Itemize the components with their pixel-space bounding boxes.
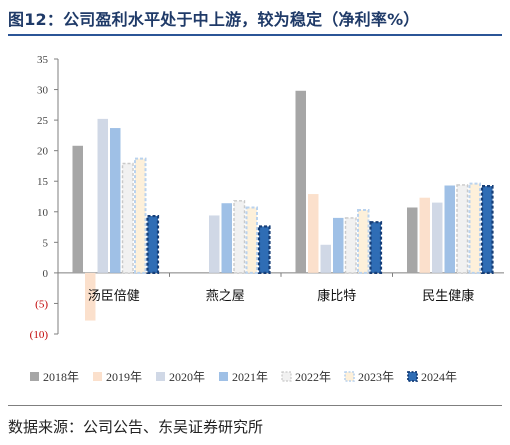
legend-swatch bbox=[156, 372, 165, 381]
legend-label: 2021年 bbox=[232, 370, 268, 384]
legend-label: 2023年 bbox=[358, 370, 394, 384]
bar-kangbite-2018 bbox=[295, 90, 306, 273]
bar-minsheng-2019 bbox=[419, 197, 430, 273]
bar-minsheng-2018 bbox=[407, 207, 418, 273]
legend-swatch bbox=[281, 371, 292, 382]
bar-tangchenbeijian-2022 bbox=[121, 162, 134, 274]
category-label: 燕之屋 bbox=[206, 289, 245, 304]
legend-label: 2018年 bbox=[43, 370, 79, 384]
bar-kangbite-2020 bbox=[320, 244, 331, 273]
legend-swatch bbox=[93, 372, 102, 381]
bar-kangbite-2024 bbox=[369, 221, 383, 274]
chart-title: 图12：公司盈利水平处于中上游，较为稳定（净利率%） bbox=[8, 10, 420, 29]
bar-yanzhiwu-2020 bbox=[209, 215, 220, 273]
legend-swatch bbox=[407, 371, 418, 382]
bar-kangbite-2022 bbox=[344, 217, 357, 274]
bar-tangchenbeijian-2019 bbox=[85, 272, 96, 321]
y-tick-label: 0 bbox=[43, 268, 49, 280]
y-tick-label: 35 bbox=[37, 54, 49, 66]
y-tick-label: 30 bbox=[37, 85, 49, 97]
legend-label: 2019年 bbox=[106, 370, 142, 384]
title-divider bbox=[8, 34, 502, 36]
y-tick-label: 10 bbox=[37, 207, 49, 219]
y-tick-label: 15 bbox=[37, 176, 49, 188]
bar-tangchenbeijian-2021 bbox=[110, 128, 121, 273]
bar-yanzhiwu-2023 bbox=[245, 206, 258, 274]
y-tick-label: 25 bbox=[37, 115, 49, 127]
legend-label: 2022年 bbox=[295, 370, 331, 384]
y-tick-label: (10) bbox=[30, 329, 49, 341]
bar-tangchenbeijian-2020 bbox=[97, 118, 108, 273]
bar-kangbite-2019 bbox=[308, 194, 319, 273]
bar-yanzhiwu-2022 bbox=[233, 200, 246, 274]
bar-minsheng-2022 bbox=[456, 184, 469, 274]
legend-label: 2020年 bbox=[169, 370, 205, 384]
bar-minsheng-2020 bbox=[432, 202, 443, 273]
bar-kangbite-2023 bbox=[357, 208, 370, 274]
category-label: 康比特 bbox=[317, 288, 356, 304]
bar-minsheng-2021 bbox=[444, 185, 455, 273]
bar-kangbite-2021 bbox=[333, 217, 344, 273]
legend-label: 2024年 bbox=[421, 370, 457, 384]
bar-yanzhiwu-2024 bbox=[257, 225, 271, 274]
bar-minsheng-2024 bbox=[480, 185, 494, 274]
source-note: 数据来源：公司公告、东吴证券研究所 bbox=[8, 418, 264, 436]
legend-swatch bbox=[219, 372, 228, 381]
bar-yanzhiwu-2021 bbox=[221, 203, 232, 273]
bar-tangchenbeijian-2023 bbox=[134, 157, 147, 274]
bar-tangchenbeijian-2024 bbox=[146, 214, 160, 274]
category-label: 汤臣倍健 bbox=[88, 289, 140, 304]
legend-swatch bbox=[30, 372, 39, 381]
source-divider bbox=[8, 405, 502, 406]
y-tick-label: (5) bbox=[35, 298, 48, 310]
legend-swatch bbox=[344, 371, 355, 382]
category-label: 民生健康 bbox=[422, 288, 474, 304]
y-tick-label: 5 bbox=[43, 237, 49, 249]
bar-tangchenbeijian-2018 bbox=[72, 145, 83, 273]
y-tick-label: 20 bbox=[37, 146, 49, 158]
bar-minsheng-2023 bbox=[468, 182, 481, 274]
